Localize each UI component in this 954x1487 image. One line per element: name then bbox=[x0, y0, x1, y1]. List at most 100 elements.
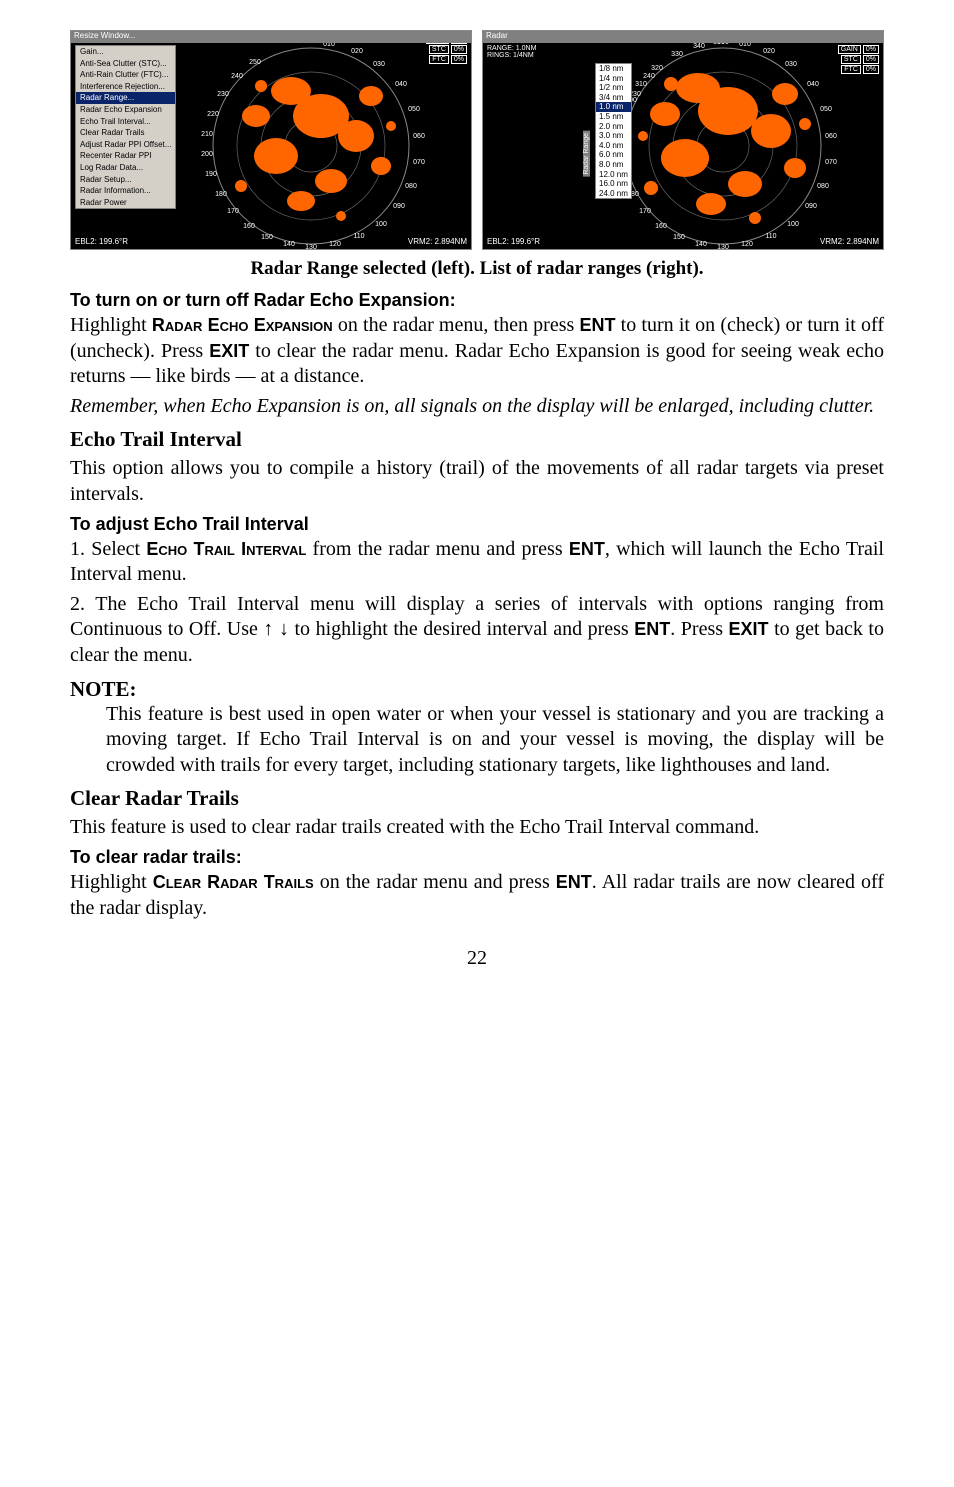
range-item-selected[interactable]: 1.0 nm bbox=[596, 102, 631, 112]
radar-image-row: Resize Window... bbox=[70, 30, 884, 250]
para-toclear: Highlight Clear Radar Trails on the rada… bbox=[70, 870, 884, 921]
menu-item[interactable]: Radar Power bbox=[76, 197, 175, 209]
radar-left-vrm: VRM2: 2.894NM bbox=[408, 237, 467, 246]
heading-clear: Clear Radar Trails bbox=[70, 786, 884, 811]
svg-text:060: 060 bbox=[825, 133, 837, 140]
svg-text:110: 110 bbox=[353, 233, 364, 240]
heading-adjust: To adjust Echo Trail Interval bbox=[70, 514, 884, 535]
radar-left-ebl: EBL2: 199.6°R bbox=[75, 237, 128, 246]
svg-text:130: 130 bbox=[305, 244, 317, 249]
svg-text:090: 090 bbox=[393, 203, 405, 210]
range-item[interactable]: 4.0 nm bbox=[596, 141, 631, 151]
svg-text:130: 130 bbox=[717, 244, 729, 249]
para-echo-italic: Remember, when Echo Expansion is on, all… bbox=[70, 394, 884, 420]
range-item[interactable]: 1/4 nm bbox=[596, 74, 631, 84]
para-note: This feature is best used in open water … bbox=[106, 702, 884, 779]
svg-text:050: 050 bbox=[820, 106, 832, 113]
range-item[interactable]: 1/8 nm bbox=[596, 64, 631, 74]
svg-text:080: 080 bbox=[817, 183, 829, 190]
menu-item[interactable]: Anti-Sea Clutter (STC)... bbox=[76, 58, 175, 70]
svg-text:340: 340 bbox=[693, 43, 705, 50]
svg-text:080: 080 bbox=[405, 183, 417, 190]
radar-right-status: GAIN0% STC0% FTC0% bbox=[838, 45, 879, 75]
radar-right-range-info: RANGE: 1.0NM RINGS: 1/4NM bbox=[487, 45, 536, 59]
range-item[interactable]: 16.0 nm bbox=[596, 179, 631, 189]
range-item[interactable]: 12.0 nm bbox=[596, 170, 631, 180]
svg-text:140: 140 bbox=[695, 241, 707, 248]
heading-note: NOTE: bbox=[70, 677, 884, 702]
para-clear: This feature is used to clear radar trai… bbox=[70, 815, 884, 841]
svg-text:230: 230 bbox=[217, 91, 229, 98]
page-number: 22 bbox=[70, 947, 884, 970]
radar-right-titlebar: Radar bbox=[483, 31, 883, 43]
svg-text:240: 240 bbox=[643, 73, 655, 80]
svg-text:170: 170 bbox=[227, 208, 239, 215]
radar-left-menu[interactable]: Gain... Anti-Sea Clutter (STC)... Anti-R… bbox=[75, 45, 176, 209]
svg-text:120: 120 bbox=[329, 241, 341, 248]
para-echo-expansion: Highlight Radar Echo Expansion on the ra… bbox=[70, 313, 884, 390]
radar-range-list[interactable]: 1/8 nm 1/4 nm 1/2 nm 3/4 nm 1.0 nm 1.5 n… bbox=[595, 63, 632, 199]
menu-item[interactable]: Clear Radar Trails bbox=[76, 127, 175, 139]
svg-text:150: 150 bbox=[261, 234, 273, 241]
svg-text:220: 220 bbox=[207, 111, 219, 118]
svg-text:170: 170 bbox=[639, 208, 651, 215]
heading-echo-expansion: To turn on or turn off Radar Echo Expans… bbox=[70, 290, 884, 311]
svg-text:190: 190 bbox=[205, 171, 217, 178]
range-item[interactable]: 8.0 nm bbox=[596, 160, 631, 170]
heading-toclear: To clear radar trails: bbox=[70, 847, 884, 868]
menu-item[interactable]: Radar Echo Expansion bbox=[76, 104, 175, 116]
heading-echo-trail: Echo Trail Interval bbox=[70, 427, 884, 452]
svg-text:040: 040 bbox=[395, 81, 407, 88]
svg-text:140: 140 bbox=[283, 241, 295, 248]
range-item[interactable]: 3/4 nm bbox=[596, 93, 631, 103]
svg-text:120: 120 bbox=[741, 241, 753, 248]
svg-text:210: 210 bbox=[201, 131, 213, 138]
radar-left-titlebar: Resize Window... bbox=[71, 31, 471, 43]
svg-text:090: 090 bbox=[805, 203, 817, 210]
svg-text:310: 310 bbox=[635, 81, 647, 88]
range-item[interactable]: 3.0 nm bbox=[596, 131, 631, 141]
radar-right-ebl: EBL2: 199.6°R bbox=[487, 237, 540, 246]
svg-text:150: 150 bbox=[673, 234, 685, 241]
svg-text:100: 100 bbox=[787, 221, 799, 228]
svg-text:180: 180 bbox=[215, 191, 227, 198]
range-item[interactable]: 6.0 nm bbox=[596, 150, 631, 160]
radar-panel-left: Resize Window... bbox=[70, 30, 472, 250]
svg-text:070: 070 bbox=[825, 159, 837, 166]
svg-text:030: 030 bbox=[785, 61, 797, 68]
svg-text:020: 020 bbox=[351, 48, 363, 55]
menu-item[interactable]: Log Radar Data... bbox=[76, 162, 175, 174]
range-item[interactable]: 1.5 nm bbox=[596, 112, 631, 122]
menu-item[interactable]: Radar Information... bbox=[76, 185, 175, 197]
menu-item[interactable]: Gain... bbox=[76, 46, 175, 58]
range-item[interactable]: 24.0 nm bbox=[596, 189, 631, 199]
svg-text:040: 040 bbox=[807, 81, 819, 88]
menu-item[interactable]: Adjust Radar PPI Offset... bbox=[76, 139, 175, 151]
svg-text:110: 110 bbox=[765, 233, 776, 240]
para-adjust-1: 1. Select Echo Trail Interval from the r… bbox=[70, 537, 884, 588]
svg-text:060: 060 bbox=[413, 133, 425, 140]
image-caption: Radar Range selected (left). List of rad… bbox=[70, 258, 884, 280]
svg-text:240: 240 bbox=[231, 73, 243, 80]
menu-item[interactable]: Recenter Radar PPI bbox=[76, 150, 175, 162]
svg-text:070: 070 bbox=[413, 159, 425, 166]
svg-text:330: 330 bbox=[671, 51, 683, 58]
range-item[interactable]: 2.0 nm bbox=[596, 122, 631, 132]
menu-item[interactable]: Anti-Rain Clutter (FTC)... bbox=[76, 69, 175, 81]
svg-text:250: 250 bbox=[249, 59, 261, 66]
svg-text:320: 320 bbox=[651, 65, 663, 72]
para-adjust-2: 2. The Echo Trail Interval menu will dis… bbox=[70, 592, 884, 669]
para-echo-trail: This option allows you to compile a hist… bbox=[70, 456, 884, 507]
range-side-label: Radar Range bbox=[583, 131, 590, 177]
menu-item-radar-range[interactable]: Radar Range... bbox=[76, 92, 175, 104]
svg-text:160: 160 bbox=[655, 223, 667, 230]
radar-panel-right: Radar bbox=[482, 30, 884, 250]
svg-text:100: 100 bbox=[375, 221, 387, 228]
menu-item[interactable]: Echo Trail Interval... bbox=[76, 116, 175, 128]
menu-item[interactable]: Radar Setup... bbox=[76, 174, 175, 186]
svg-text:200: 200 bbox=[201, 151, 213, 158]
svg-text:030: 030 bbox=[373, 61, 385, 68]
svg-text:020: 020 bbox=[763, 48, 775, 55]
range-item[interactable]: 1/2 nm bbox=[596, 83, 631, 93]
menu-item[interactable]: Interference Rejection... bbox=[76, 81, 175, 93]
